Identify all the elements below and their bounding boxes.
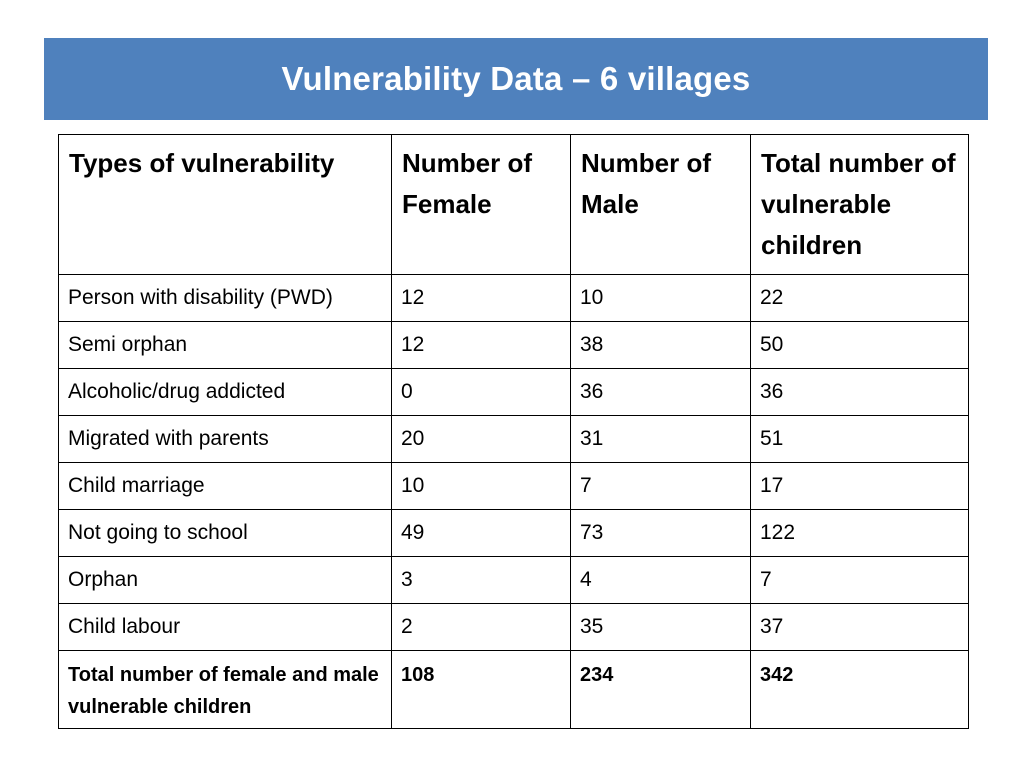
cell-total-count: 22 (750, 274, 969, 322)
cell-male-count: 36 (570, 368, 751, 416)
cell-vulnerability-type: Alcoholic/drug addicted (58, 368, 392, 416)
cell-vulnerability-type: Person with disability (PWD) (58, 274, 392, 322)
cell-male-count: 7 (570, 462, 751, 510)
table-header-row: Types of vulnerability Number of Female … (58, 134, 969, 275)
title-banner: Vulnerability Data – 6 villages (44, 38, 988, 120)
cell-male-count: 31 (570, 415, 751, 463)
table-row: Child labour 2 35 37 (58, 603, 969, 651)
cell-female-count: 10 (391, 462, 571, 510)
header-number-of-male: Number of Male (570, 134, 751, 275)
cell-total-label: Total number of female and male vulnerab… (58, 650, 392, 729)
cell-male-count: 73 (570, 509, 751, 557)
cell-male-count: 10 (570, 274, 751, 322)
cell-total-count: 50 (750, 321, 969, 369)
cell-total-female: 108 (391, 650, 571, 729)
cell-female-count: 0 (391, 368, 571, 416)
cell-total-count: 51 (750, 415, 969, 463)
cell-vulnerability-type: Child labour (58, 603, 392, 651)
cell-male-count: 35 (570, 603, 751, 651)
table-row: Person with disability (PWD) 12 10 22 (58, 274, 969, 322)
header-types-of-vulnerability: Types of vulnerability (58, 134, 392, 275)
cell-grand-total: 342 (750, 650, 969, 729)
header-number-of-female: Number of Female (391, 134, 571, 275)
cell-vulnerability-type: Not going to school (58, 509, 392, 557)
slide-title: Vulnerability Data – 6 villages (281, 60, 751, 97)
cell-total-count: 122 (750, 509, 969, 557)
header-total-vulnerable-children: Total number of vulnerable children (750, 134, 969, 275)
cell-vulnerability-type: Semi orphan (58, 321, 392, 369)
cell-total-count: 36 (750, 368, 969, 416)
cell-total-count: 7 (750, 556, 969, 604)
cell-total-count: 17 (750, 462, 969, 510)
cell-female-count: 49 (391, 509, 571, 557)
table-total-row: Total number of female and male vulnerab… (58, 650, 969, 729)
cell-total-male: 234 (570, 650, 751, 729)
table-row: Child marriage 10 7 17 (58, 462, 969, 510)
cell-vulnerability-type: Child marriage (58, 462, 392, 510)
cell-female-count: 20 (391, 415, 571, 463)
table-row: Migrated with parents 20 31 51 (58, 415, 969, 463)
cell-female-count: 12 (391, 321, 571, 369)
cell-vulnerability-type: Migrated with parents (58, 415, 392, 463)
cell-female-count: 12 (391, 274, 571, 322)
cell-total-count: 37 (750, 603, 969, 651)
cell-male-count: 38 (570, 321, 751, 369)
table-row: Semi orphan 12 38 50 (58, 321, 969, 369)
cell-female-count: 3 (391, 556, 571, 604)
vulnerability-table: Types of vulnerability Number of Female … (58, 134, 969, 729)
cell-female-count: 2 (391, 603, 571, 651)
cell-male-count: 4 (570, 556, 751, 604)
table-row: Alcoholic/drug addicted 0 36 36 (58, 368, 969, 416)
table-row: Orphan 3 4 7 (58, 556, 969, 604)
cell-vulnerability-type: Orphan (58, 556, 392, 604)
table-row: Not going to school 49 73 122 (58, 509, 969, 557)
